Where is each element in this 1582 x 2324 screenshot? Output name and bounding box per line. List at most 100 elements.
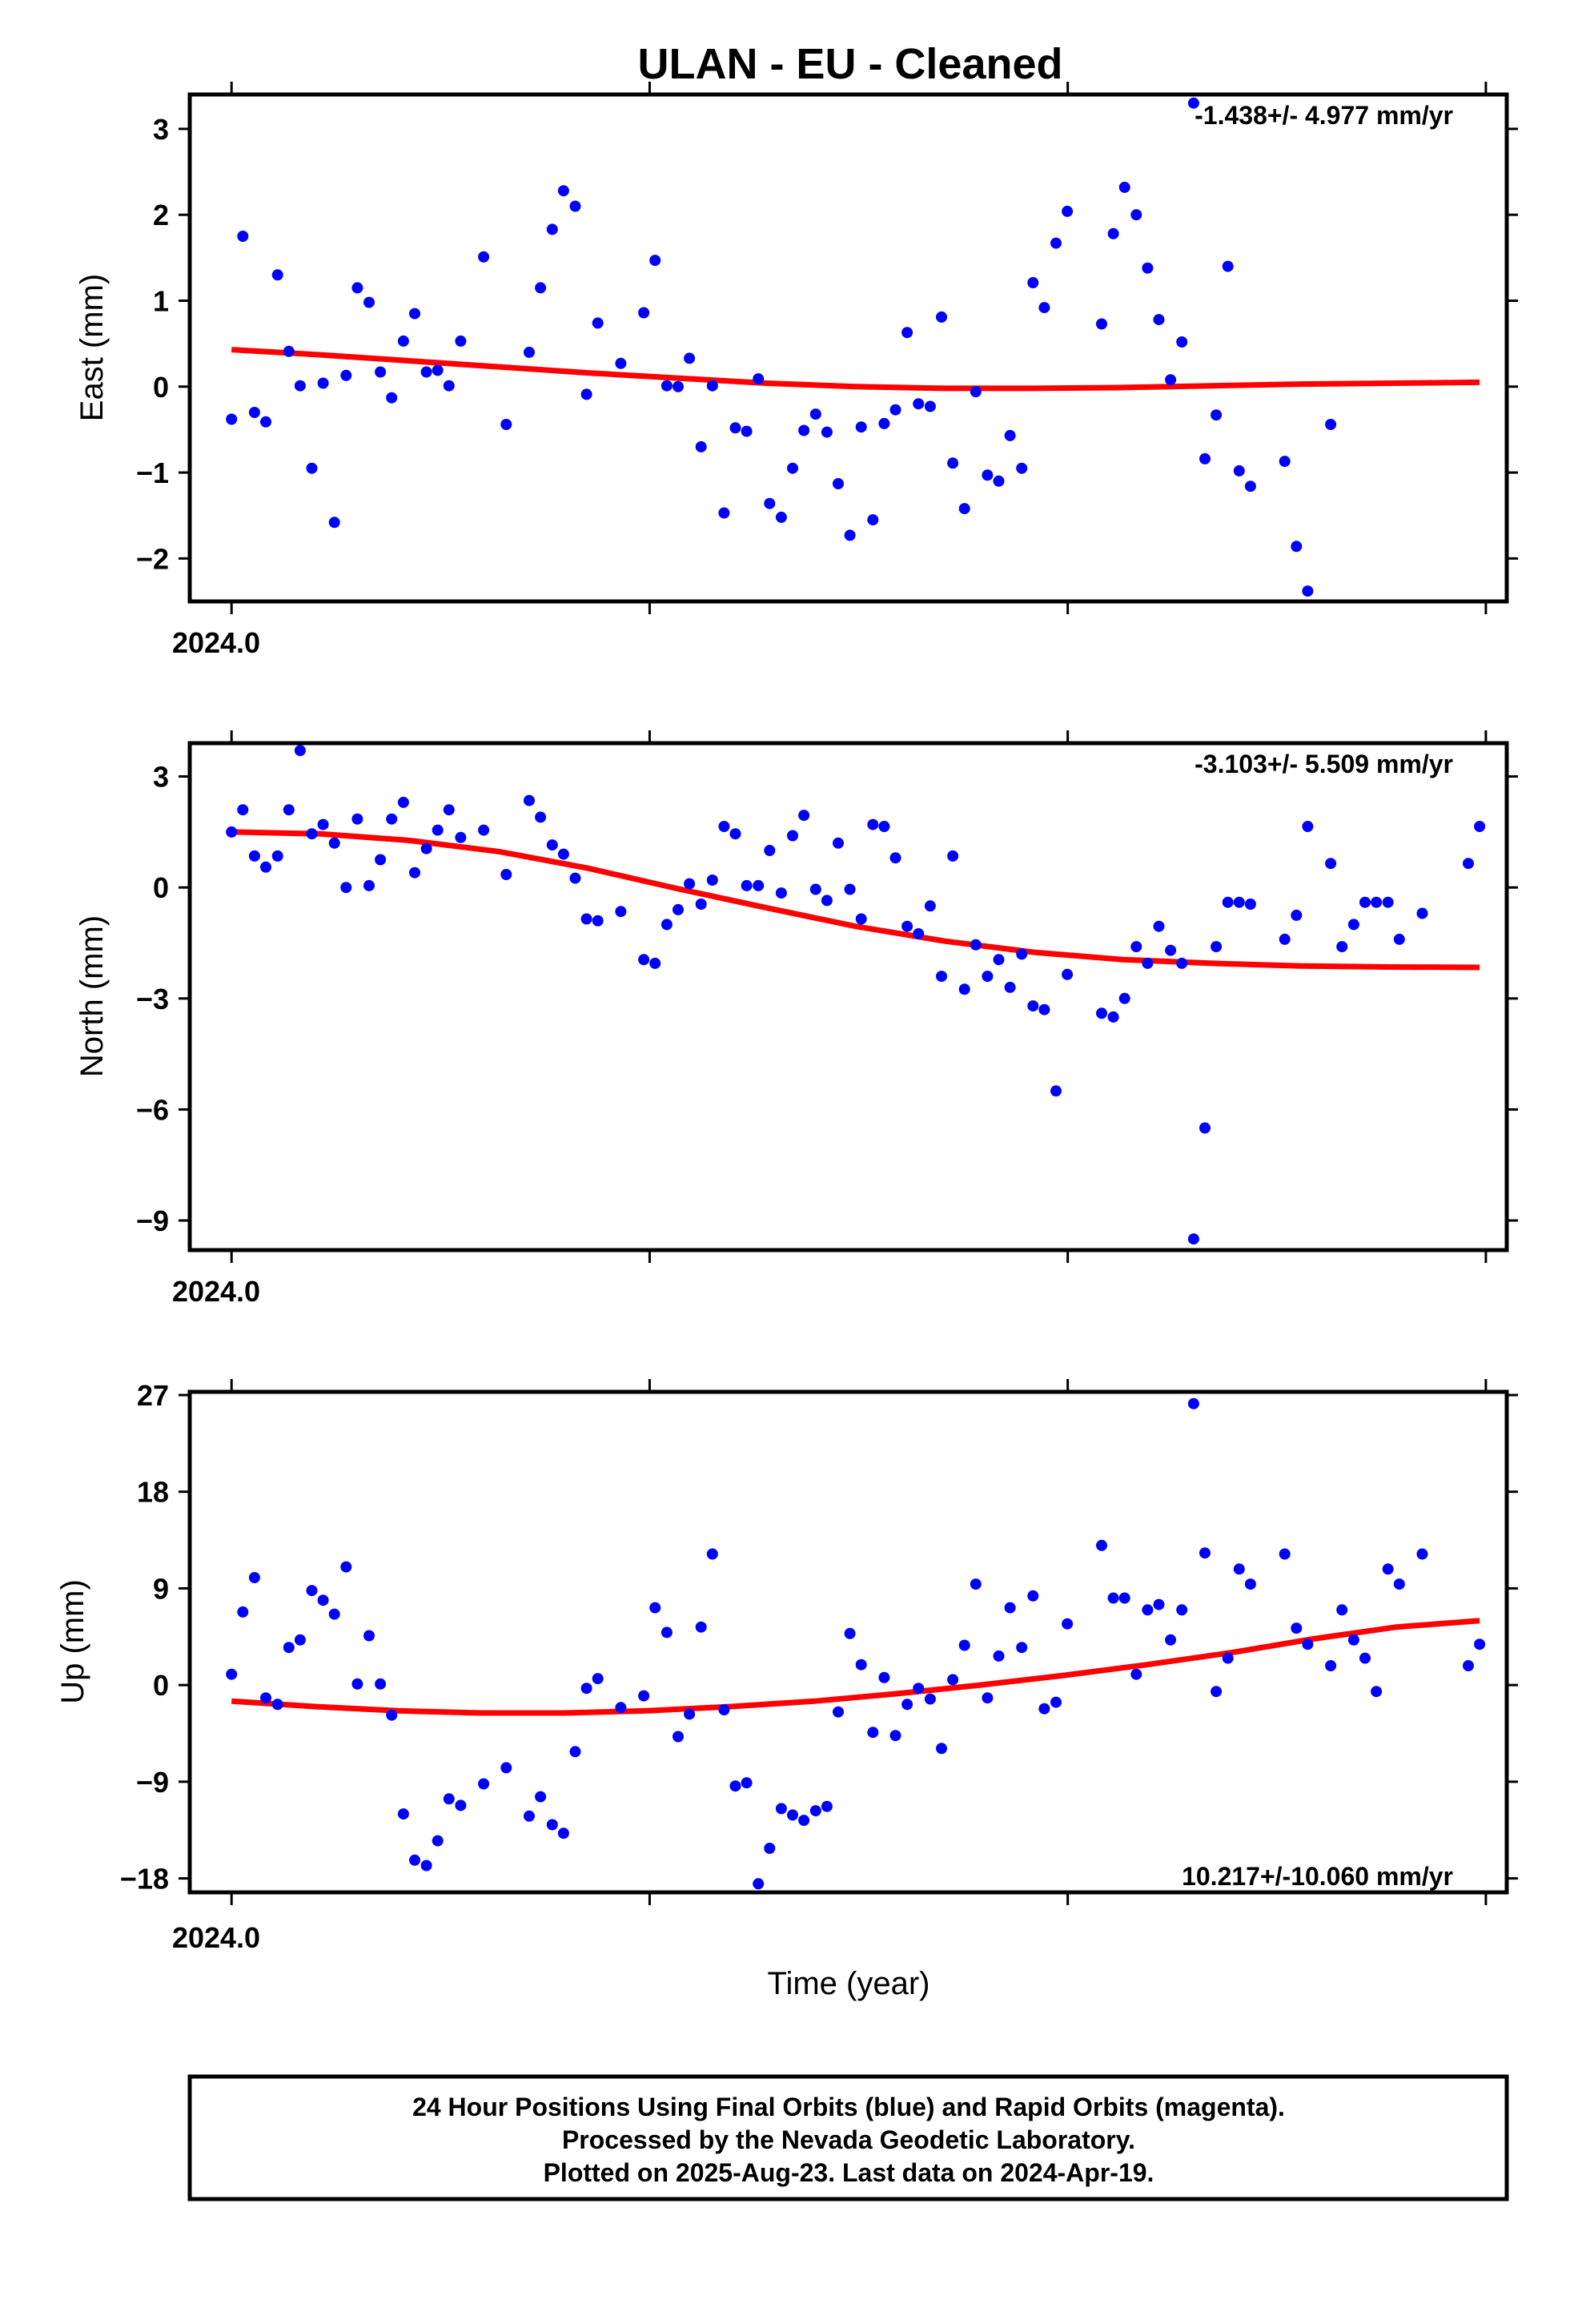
east-data-point	[1233, 464, 1245, 476]
east-data-point	[363, 296, 375, 308]
north-data-point	[397, 796, 409, 808]
north-data-point	[1027, 1000, 1039, 1012]
east-data-point	[317, 377, 329, 389]
east-data-point	[753, 373, 765, 385]
north-data-point	[569, 872, 581, 884]
east-data-point	[1027, 277, 1039, 288]
north-data-point	[455, 831, 467, 843]
east-y-tick-label: 1	[153, 284, 169, 317]
east-data-point	[1038, 302, 1050, 314]
east-data-point	[580, 388, 592, 400]
up-data-point	[363, 1630, 375, 1642]
east-data-point	[1062, 205, 1074, 217]
up-data-points	[226, 1397, 1486, 1890]
north-data-point	[878, 821, 890, 832]
east-data-point	[615, 357, 627, 369]
east-data-point	[569, 200, 581, 212]
figure-title: ULAN - EU - Cleaned	[637, 40, 1062, 88]
east-data-point	[833, 478, 844, 489]
north-data-point	[673, 903, 684, 915]
north-data-point	[867, 818, 879, 830]
east-rate-label: -1.438+/- 4.977 mm/yr	[1195, 101, 1453, 130]
up-data-point	[478, 1778, 490, 1790]
east-y-tick-label: 2	[153, 199, 169, 231]
east-data-point	[901, 327, 913, 339]
up-data-point	[753, 1878, 765, 1890]
east-data-point	[695, 440, 707, 452]
up-data-point	[443, 1793, 455, 1805]
north-data-point	[1474, 821, 1486, 832]
up-data-point	[1107, 1592, 1119, 1604]
north-y-ticks: 3 0 −3 −6 −9	[136, 761, 1518, 1237]
north-data-point	[432, 824, 444, 836]
east-data-point	[455, 335, 467, 347]
north-data-point	[844, 883, 856, 895]
east-data-point	[1096, 318, 1107, 330]
north-data-point	[557, 848, 569, 860]
north-data-point	[947, 850, 959, 862]
up-data-point	[432, 1835, 444, 1847]
up-data-point	[409, 1854, 420, 1866]
north-data-point	[1416, 907, 1428, 919]
east-data-point	[478, 251, 490, 263]
east-data-point	[546, 223, 558, 235]
up-data-point	[455, 1799, 467, 1811]
up-data-point	[673, 1731, 684, 1743]
up-data-point	[1371, 1686, 1383, 1698]
east-data-point	[1302, 585, 1314, 597]
up-data-point	[1027, 1590, 1039, 1602]
up-data-point	[1187, 1397, 1199, 1409]
up-data-point	[913, 1683, 925, 1695]
footer-line-3: Plotted on 2025-Aug-23. Last data on 202…	[544, 2158, 1154, 2187]
up-data-point	[684, 1708, 696, 1720]
up-data-point	[889, 1730, 901, 1742]
east-data-point	[397, 335, 409, 347]
east-data-point	[420, 366, 432, 378]
north-data-point	[1107, 1011, 1119, 1023]
north-data-point	[718, 821, 730, 832]
east-data-point	[821, 426, 833, 438]
east-data-point	[1130, 209, 1142, 221]
up-data-point	[764, 1843, 776, 1854]
up-data-point	[695, 1621, 707, 1633]
east-data-point	[1118, 181, 1130, 193]
up-y-tick-label: −18	[120, 1863, 169, 1896]
east-data-points	[226, 97, 1337, 597]
up-data-point	[557, 1827, 569, 1839]
up-data-point	[855, 1659, 867, 1671]
north-data-point	[1004, 981, 1016, 993]
north-y-tick-label: 3	[153, 761, 169, 794]
north-data-point	[753, 879, 765, 891]
up-data-point	[787, 1809, 798, 1821]
north-data-point	[1233, 896, 1245, 908]
east-y-axis-label: East (mm)	[74, 274, 110, 421]
up-rate-label: 10.217+/-10.060 mm/yr	[1182, 1862, 1453, 1891]
east-data-point	[809, 408, 821, 420]
north-data-point	[478, 824, 490, 836]
north-data-points	[226, 745, 1486, 1245]
up-data-point	[1165, 1634, 1177, 1646]
east-data-point	[1211, 409, 1223, 421]
north-data-point	[638, 954, 650, 966]
up-data-point	[1118, 1592, 1130, 1604]
north-data-point	[500, 869, 512, 880]
north-data-point	[351, 813, 363, 825]
north-data-point	[1016, 948, 1028, 960]
up-data-point	[924, 1693, 936, 1705]
north-y-tick-label: −3	[136, 983, 169, 1015]
north-data-point	[1291, 909, 1303, 921]
north-data-point	[524, 794, 535, 806]
east-data-point	[844, 529, 856, 541]
up-data-point	[1463, 1660, 1474, 1671]
footer-line-2: Processed by the Nevada Geodetic Laborat…	[562, 2125, 1135, 2154]
up-y-tick-label: −9	[136, 1766, 169, 1799]
north-data-point	[546, 839, 558, 851]
up-data-point	[1382, 1563, 1394, 1575]
east-trend-line	[231, 347, 1480, 392]
north-data-point	[1244, 899, 1256, 910]
up-data-point	[821, 1800, 833, 1812]
up-data-point	[580, 1683, 592, 1695]
east-data-point	[993, 475, 1005, 487]
north-data-point	[684, 878, 696, 890]
